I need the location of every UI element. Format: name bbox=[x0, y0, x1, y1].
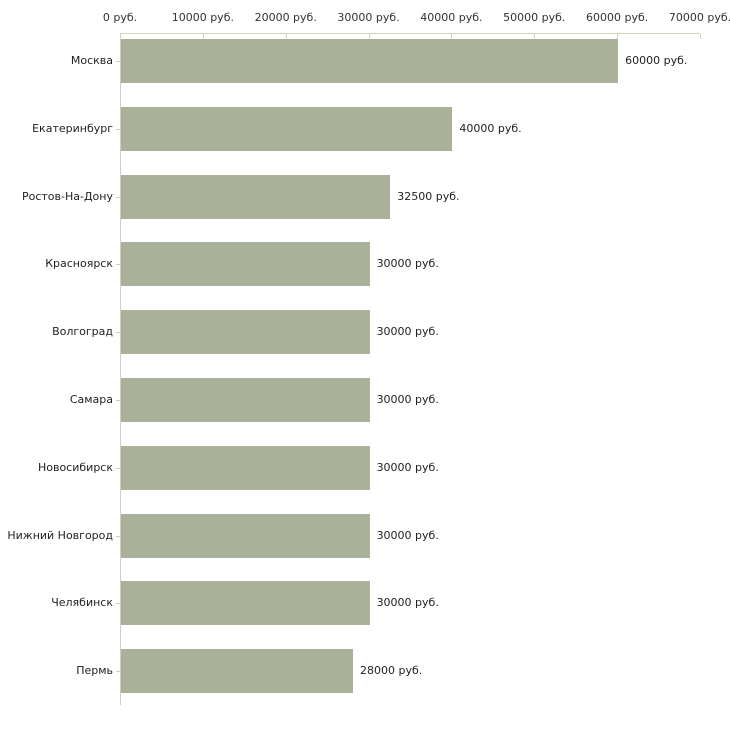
category-label: Пермь bbox=[76, 664, 113, 678]
category-label: Красноярск bbox=[45, 257, 113, 271]
bar-value-label: 30000 руб. bbox=[376, 325, 439, 339]
category-label: Челябинск bbox=[51, 596, 113, 610]
category-tick-mark bbox=[116, 196, 120, 198]
bar-10 bbox=[121, 649, 353, 694]
category-label: Москва bbox=[70, 54, 113, 67]
category-tick-mark bbox=[116, 467, 120, 469]
x-axis-tick-label: 40000 руб. bbox=[420, 11, 483, 24]
category-label: Ростов-На-Дону bbox=[21, 189, 113, 203]
bar-value-label: 32500 руб. bbox=[397, 189, 460, 203]
bar-value-label: 28000 руб. bbox=[360, 664, 423, 678]
x-axis-tick-mark bbox=[534, 34, 536, 39]
x-axis-tick-mark bbox=[120, 34, 121, 39]
bar-value-label: 30000 руб. bbox=[376, 596, 439, 610]
category-tick-mark bbox=[116, 332, 120, 334]
x-axis-tick-mark bbox=[368, 34, 370, 39]
x-axis-tick-mark bbox=[617, 34, 619, 39]
bar-value-label: 30000 руб. bbox=[376, 460, 439, 474]
bar-1 bbox=[121, 39, 619, 83]
bar-value-label: 30000 руб. bbox=[376, 257, 439, 271]
x-axis-tick-label: 30000 руб. bbox=[337, 11, 400, 24]
bar-4 bbox=[121, 242, 370, 287]
bar-8 bbox=[121, 513, 370, 558]
category-label: Екатеринбург bbox=[32, 121, 113, 135]
category-tick-mark bbox=[116, 671, 120, 673]
category-tick-mark bbox=[116, 603, 120, 605]
bar-value-label: 60000 руб. bbox=[625, 54, 688, 67]
category-tick-mark bbox=[116, 264, 120, 266]
category-tick-mark bbox=[116, 61, 120, 62]
x-axis-tick-mark bbox=[285, 34, 287, 39]
bar-2 bbox=[121, 106, 453, 151]
bar-value-label: 30000 руб. bbox=[376, 528, 439, 542]
plot-area: 60000 руб. 40000 руб. 32500 руб. 30000 руб.… bbox=[120, 33, 701, 705]
category-label: Самара bbox=[69, 393, 113, 406]
category-tick-mark bbox=[116, 535, 120, 537]
x-axis-line bbox=[120, 33, 700, 34]
x-axis-tick-mark bbox=[202, 34, 204, 39]
x-axis-tick-mark bbox=[451, 34, 453, 39]
category-label: Волгоград bbox=[52, 325, 113, 339]
bar-5 bbox=[121, 310, 370, 355]
bar-6 bbox=[121, 378, 370, 422]
bar-value-label: 30000 руб. bbox=[376, 393, 439, 406]
bar-3 bbox=[121, 174, 391, 219]
y-axis-line bbox=[120, 33, 121, 705]
x-axis-tick-label: 50000 руб. bbox=[503, 11, 566, 24]
bar-value-label: 40000 руб. bbox=[459, 121, 522, 135]
category-label: Нижний Новгород bbox=[7, 528, 113, 542]
x-axis-tick-label: 10000 руб. bbox=[171, 11, 234, 24]
category-tick-mark bbox=[116, 400, 120, 401]
category-tick-mark bbox=[116, 128, 120, 130]
x-axis-tick-label: 20000 руб. bbox=[254, 11, 317, 24]
bar-9 bbox=[121, 581, 370, 626]
category-label: Новосибирск bbox=[37, 460, 113, 474]
x-axis-tick-mark bbox=[700, 34, 701, 39]
x-axis-tick-label: 0 руб. bbox=[102, 11, 138, 24]
bar-7 bbox=[121, 445, 370, 490]
x-axis-tick-label: 60000 руб. bbox=[586, 11, 649, 24]
x-axis-tick-label: 70000 руб. bbox=[668, 11, 730, 24]
